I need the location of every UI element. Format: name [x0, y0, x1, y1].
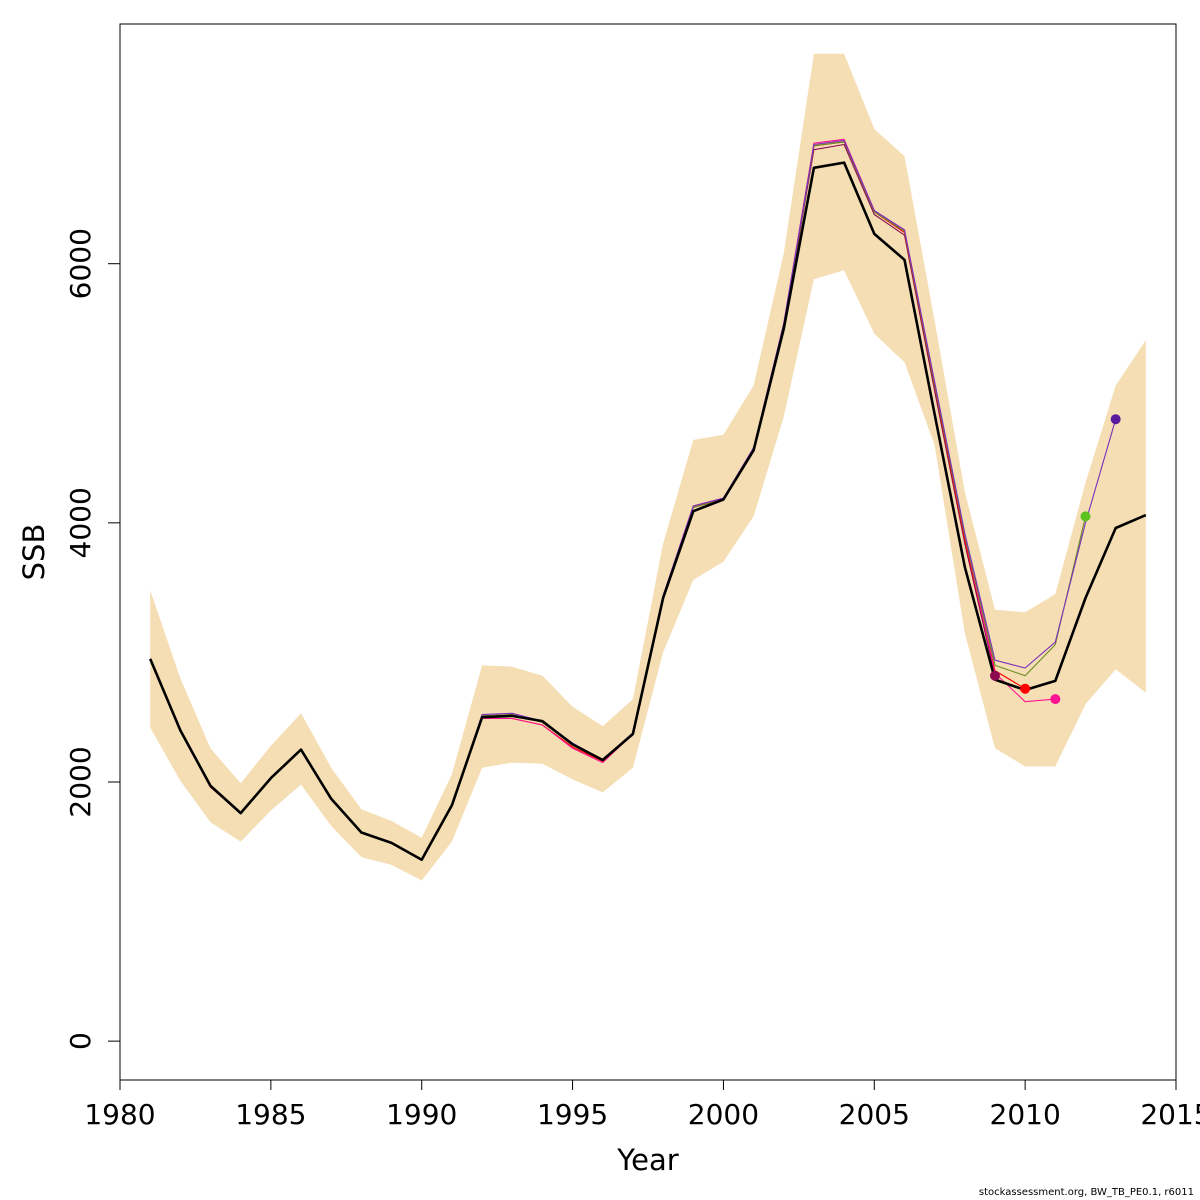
x-tick-label: 2010: [990, 1098, 1061, 1131]
x-tick-label: 1980: [84, 1098, 155, 1131]
y-tick-label: 4000: [64, 487, 97, 558]
confidence-band: [150, 53, 1146, 881]
confidence-band-layer: [150, 53, 1146, 881]
endpoint-marker-2011: [1050, 694, 1061, 705]
series-layer: [149, 138, 1147, 862]
endpoint-marker-2013: [1110, 414, 1121, 425]
x-tick-label: 2015: [1140, 1098, 1200, 1131]
y-tick-label: 6000: [64, 228, 97, 299]
footer-credit: stockassessment.org, BW_TB_PE0.1, r6011: [978, 1187, 1194, 1198]
x-tick-label: 1990: [386, 1098, 457, 1131]
x-tick-label: 1995: [537, 1098, 608, 1131]
x-axis-title: Year: [616, 1143, 678, 1177]
series-line-base: [149, 161, 1147, 862]
y-axis-title: SSB: [17, 524, 51, 581]
y-tick-label: 0: [64, 1032, 97, 1050]
endpoint-marker-2009: [989, 670, 1000, 681]
y-axis: 0 2000 4000 6000: [64, 228, 121, 1050]
endpoint-markers-layer: [989, 414, 1121, 705]
plot-frame: [119, 23, 1177, 1081]
x-tick-label: 1985: [235, 1098, 306, 1131]
endpoint-marker-2012: [1080, 511, 1091, 522]
endpoint-marker-2010: [1020, 683, 1031, 694]
x-axis: 1980 1985 1990 1995 2000 2005 2010 2015: [84, 1079, 1200, 1131]
x-tick-label: 2005: [839, 1098, 910, 1131]
x-tick-label: 2000: [688, 1098, 759, 1131]
y-tick-label: 2000: [64, 746, 97, 817]
